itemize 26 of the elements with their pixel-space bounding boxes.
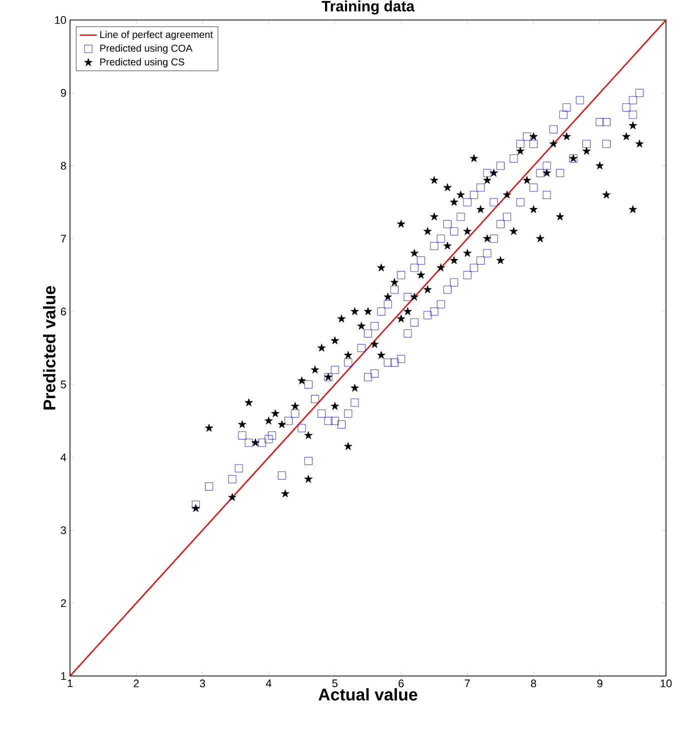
y-tick-label: 1 (61, 672, 66, 680)
y-tick-label: 8 (60, 162, 66, 170)
y-tick-label: 5 (60, 380, 66, 388)
x-tick-label: 6 (398, 680, 404, 688)
x-tick-label: 9 (597, 680, 602, 688)
x-tick-label: 4 (266, 680, 272, 688)
x-tick-label: 2 (134, 680, 139, 688)
y-axis-title: Predicted value (43, 286, 56, 410)
y-tick-label: 3 (60, 526, 66, 534)
x-tick-label: 7 (464, 680, 470, 688)
y-tick-label: 9 (60, 89, 66, 97)
x-tick-label: 3 (200, 680, 206, 688)
x-tick-label: 8 (530, 680, 536, 688)
y-tick-label: 6 (60, 308, 66, 316)
y-tick-label: 2 (60, 599, 66, 607)
y-tick-label: 10 (55, 16, 66, 24)
y-tick-label: 4 (60, 454, 66, 462)
y-tick-label: 7 (60, 234, 66, 242)
legend-label: Predicted using COA (100, 44, 192, 54)
x-axis-title: Actual value (318, 688, 418, 701)
legend-label: Line of perfect agreement (100, 30, 213, 40)
chart-title: Training data (322, 0, 415, 15)
x-tick-label: 1 (68, 680, 73, 688)
x-tick-label: 10 (660, 680, 672, 688)
x-tick-label: 5 (332, 680, 338, 688)
legend-label: Predicted using CS (100, 58, 184, 68)
